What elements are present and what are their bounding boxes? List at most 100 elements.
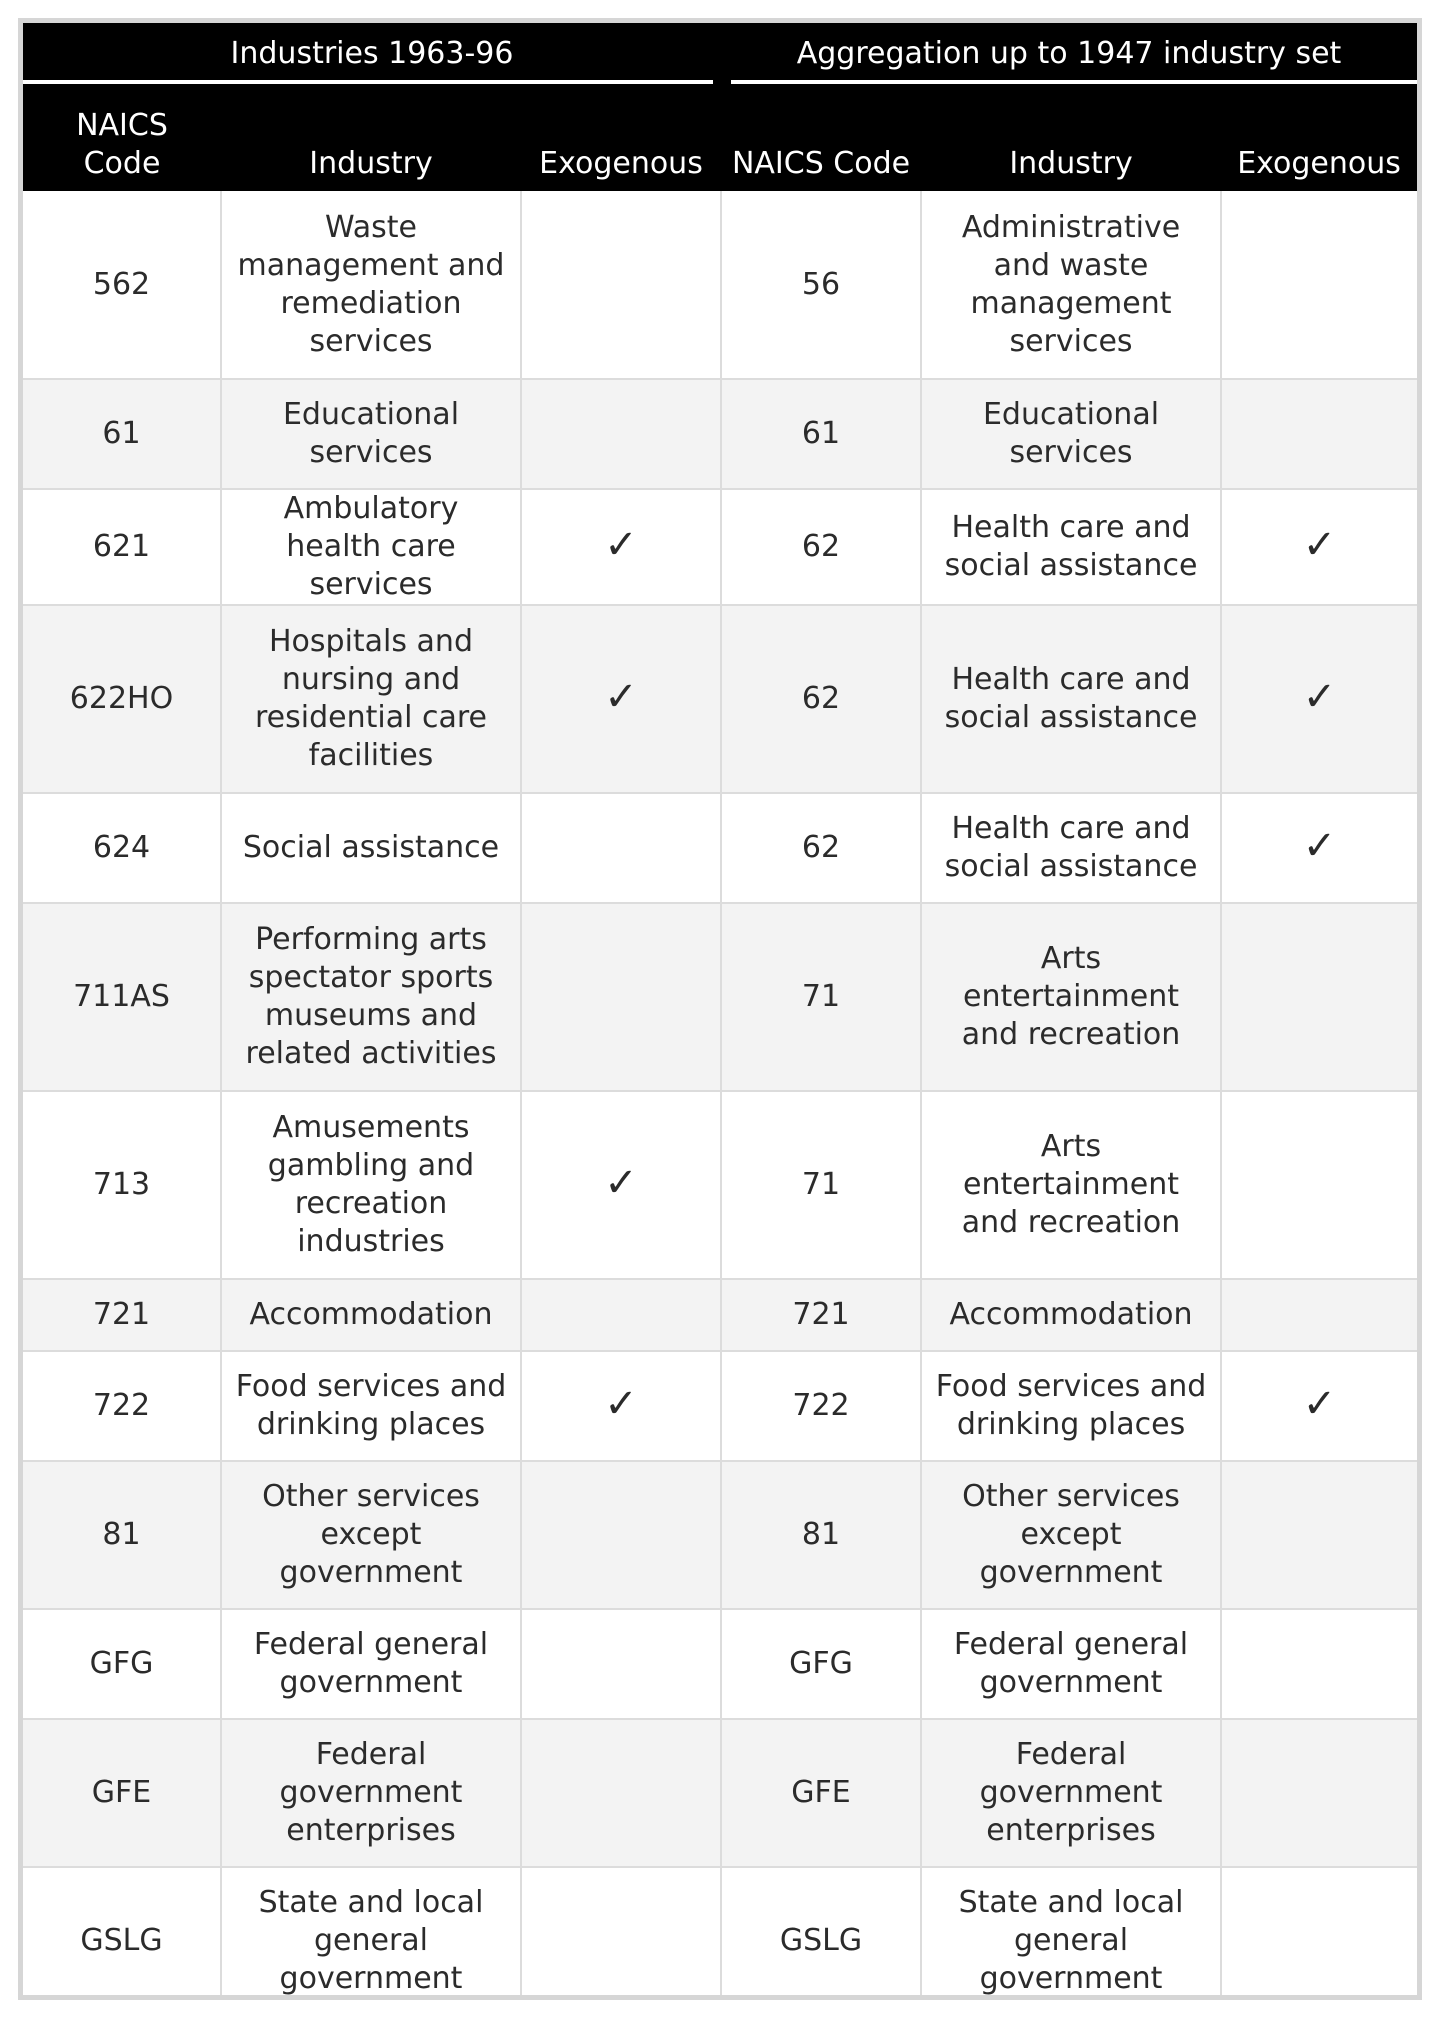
agg-industry-cell: Arts entertainment and recreation	[920, 902, 1223, 1092]
exogenous-cell: ✓	[519, 1350, 723, 1462]
naics-code-cell: 81	[23, 1460, 222, 1610]
agg-industry-cell: Health care and social assistance	[920, 792, 1223, 904]
table-row: 61 Educational services 61 Educational serv…	[23, 378, 1417, 490]
checkmark-icon: ✓	[1302, 674, 1337, 720]
naics-code-cell: 722	[23, 1350, 222, 1462]
agg-exogenous-cell: ✓	[1220, 488, 1417, 606]
column-header-agg-naics-code: NAICS Code	[721, 84, 922, 191]
table-row: 722 Food services and drinking places ✓ 722…	[23, 1350, 1417, 1462]
industry-cell: Amusements gambling and recreation indus…	[220, 1090, 522, 1280]
column-header-row: NAICS Code Industry Exogenous NAICS Code…	[23, 84, 1417, 191]
table-row: 721 Accommodation 721 Accommodation	[23, 1278, 1417, 1352]
checkmark-icon: ✓	[1302, 823, 1337, 869]
agg-naics-code-cell: 721	[720, 1278, 923, 1352]
checkmark-icon: ✓	[604, 1381, 638, 1427]
checkmark-icon: ✓	[604, 674, 638, 720]
naics-code-cell: 621	[23, 488, 222, 606]
agg-exogenous-cell: ✓	[1220, 1350, 1417, 1462]
group-header-row: Industries 1963-96 Aggregation up to 194…	[23, 23, 1417, 84]
industry-cell: State and local general government	[220, 1866, 522, 1995]
agg-exogenous-cell	[1220, 1866, 1417, 1995]
table-row: 621 Ambulatory health care services ✓ 62 Hea…	[23, 488, 1417, 606]
table-row: 562 Waste management and remediation serv…	[23, 191, 1417, 380]
exogenous-cell	[519, 792, 723, 904]
column-header-naics-code: NAICS Code	[23, 84, 221, 191]
column-header-agg-industry: Industry	[921, 84, 1222, 191]
agg-industry-cell: State and local general government	[920, 1866, 1223, 1995]
agg-exogenous-cell	[1220, 1718, 1417, 1868]
agg-exogenous-cell	[1220, 1278, 1417, 1352]
table-row: GFE Federal government enterprises GFE Fede…	[23, 1718, 1417, 1868]
exogenous-cell: ✓	[519, 604, 723, 794]
group-header-left-label: Industries 1963-96	[230, 35, 514, 71]
agg-industry-cell: Administrative and waste management serv…	[920, 191, 1223, 380]
industry-cell: Ambulatory health care services	[220, 488, 522, 606]
group-header-right: Aggregation up to 1947 industry set	[721, 23, 1417, 84]
column-header-industry: Industry	[221, 84, 521, 191]
industry-cell: Federal general government	[220, 1608, 522, 1720]
naics-code-cell: 622HO	[23, 604, 222, 794]
agg-industry-cell: Federal government enterprises	[920, 1718, 1223, 1868]
checkmark-icon: ✓	[604, 1160, 638, 1206]
exogenous-cell	[519, 1866, 723, 1995]
agg-exogenous-cell	[1220, 1608, 1417, 1720]
table-row: 711AS Performing arts spectator sports mu…	[23, 902, 1417, 1092]
table-body: 562 Waste management and remediation serv…	[23, 191, 1417, 1995]
column-header-exogenous: Exogenous	[521, 84, 722, 191]
naics-code-cell: 711AS	[23, 902, 222, 1092]
agg-exogenous-cell	[1220, 378, 1417, 490]
table-row: 81 Other services except government 81 Othe…	[23, 1460, 1417, 1610]
industry-cell: Social assistance	[220, 792, 522, 904]
agg-naics-code-cell: 722	[720, 1350, 923, 1462]
agg-naics-code-cell: GFG	[720, 1608, 923, 1720]
table-row: GFG Federal general government GFG Federal …	[23, 1608, 1417, 1720]
agg-industry-cell: Other services except government	[920, 1460, 1223, 1610]
industry-cell: Accommodation	[220, 1278, 522, 1352]
exogenous-cell	[519, 902, 723, 1092]
group-header-left: Industries 1963-96	[23, 23, 722, 84]
agg-naics-code-cell: 62	[720, 604, 923, 794]
agg-naics-code-cell: 71	[720, 902, 923, 1092]
agg-naics-code-cell: 71	[720, 1090, 923, 1280]
naics-code-cell: GFG	[23, 1608, 222, 1720]
agg-exogenous-cell	[1220, 902, 1417, 1092]
exogenous-cell	[519, 378, 723, 490]
table-row: 622HO Hospitals and nursing and residenti…	[23, 604, 1417, 794]
exogenous-cell: ✓	[519, 1090, 723, 1280]
agg-industry-cell: Federal general government	[920, 1608, 1223, 1720]
exogenous-cell	[519, 1278, 723, 1352]
exogenous-cell	[519, 1608, 723, 1720]
naics-code-cell: 713	[23, 1090, 222, 1280]
checkmark-icon: ✓	[604, 522, 638, 568]
agg-exogenous-cell: ✓	[1220, 604, 1417, 794]
agg-exogenous-cell	[1220, 191, 1417, 380]
agg-naics-code-cell: 56	[720, 191, 923, 380]
table-row: 624 Social assistance 62 Health care and so…	[23, 792, 1417, 904]
industry-cell: Food services and drinking places	[220, 1350, 522, 1462]
group-header-left-underline	[23, 80, 714, 84]
agg-industry-cell: Accommodation	[920, 1278, 1223, 1352]
agg-exogenous-cell	[1220, 1090, 1417, 1280]
agg-industry-cell: Food services and drinking places	[920, 1350, 1223, 1462]
agg-exogenous-cell	[1220, 1460, 1417, 1610]
exogenous-cell	[519, 191, 723, 380]
table-row: 713 Amusements gambling and recreation in…	[23, 1090, 1417, 1280]
agg-naics-code-cell: GFE	[720, 1718, 923, 1868]
checkmark-icon: ✓	[1302, 1381, 1337, 1427]
industry-cell: Hospitals and nursing and residential ca…	[220, 604, 522, 794]
industry-cell: Performing arts spectator sports museums…	[220, 902, 522, 1092]
table-row: GSLG State and local general government GS…	[23, 1866, 1417, 1995]
agg-industry-cell: Health care and social assistance	[920, 604, 1223, 794]
agg-naics-code-cell: 62	[720, 488, 923, 606]
industry-cell: Other services except government	[220, 1460, 522, 1610]
agg-exogenous-cell: ✓	[1220, 792, 1417, 904]
naics-code-cell: 562	[23, 191, 222, 380]
naics-code-cell: 624	[23, 792, 222, 904]
checkmark-icon: ✓	[1302, 522, 1337, 568]
exogenous-cell: ✓	[519, 488, 723, 606]
exogenous-cell	[519, 1718, 723, 1868]
exogenous-cell	[519, 1460, 723, 1610]
industry-cell: Educational services	[220, 378, 522, 490]
agg-industry-cell: Educational services	[920, 378, 1223, 490]
agg-naics-code-cell: 81	[720, 1460, 923, 1610]
